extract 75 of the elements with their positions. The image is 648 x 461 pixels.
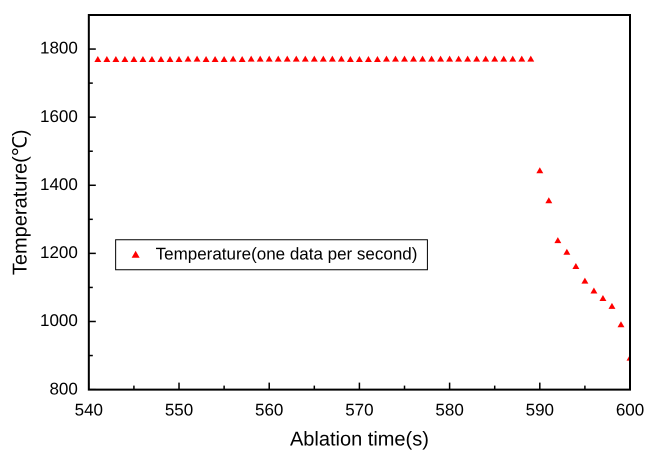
point [383, 56, 390, 62]
point [500, 56, 508, 62]
y-tick-label: 1000 [40, 311, 78, 330]
x-tick-label: 560 [255, 400, 284, 420]
point [618, 321, 624, 328]
legend-label: Temperature(one data per second) [156, 244, 418, 264]
point [509, 56, 516, 62]
x-tick-label: 600 [616, 400, 644, 420]
point [220, 56, 228, 62]
point [274, 56, 282, 62]
x-tick-label: 590 [526, 400, 554, 420]
point [94, 56, 102, 62]
x-tick-label: 550 [164, 400, 194, 420]
point [158, 56, 164, 62]
y-tick-label: 1800 [40, 38, 78, 58]
point [410, 56, 417, 62]
point [563, 248, 570, 255]
point [364, 56, 372, 62]
point [328, 56, 336, 62]
point [437, 56, 444, 62]
point [184, 56, 192, 62]
point [608, 302, 616, 309]
point [581, 278, 588, 284]
point [455, 56, 462, 62]
point [176, 56, 182, 62]
point [266, 56, 273, 62]
point [491, 56, 498, 62]
x-tick-label: 540 [74, 400, 104, 420]
x-axis-title: Ablation time(s) [290, 428, 429, 451]
point [202, 56, 210, 62]
point [302, 56, 309, 62]
point [473, 56, 480, 62]
x-tick-label: 570 [345, 400, 374, 420]
point [545, 197, 552, 204]
point [401, 56, 408, 62]
point [446, 56, 454, 62]
point [248, 56, 255, 62]
y-axis-title: Temperature(℃) [10, 129, 32, 276]
y-tick-label: 1400 [40, 174, 78, 194]
point [518, 56, 526, 62]
y-tick-label: 1200 [40, 243, 78, 262]
point [148, 56, 156, 62]
point [238, 56, 246, 62]
point [194, 56, 201, 62]
point [536, 167, 544, 174]
point [166, 56, 174, 62]
point [392, 56, 399, 62]
point [230, 56, 237, 62]
point [374, 56, 381, 62]
point [310, 56, 318, 62]
point [338, 56, 345, 62]
point [572, 263, 580, 270]
point [103, 56, 110, 62]
point [527, 56, 534, 62]
point [464, 56, 472, 62]
point [284, 56, 291, 62]
point [112, 56, 120, 62]
point [292, 56, 300, 62]
point [590, 288, 598, 294]
point [346, 56, 354, 62]
y-tick-label: 800 [49, 379, 78, 398]
point [256, 56, 264, 62]
point [599, 295, 606, 302]
point [554, 237, 562, 244]
point [212, 56, 219, 62]
point [130, 56, 138, 62]
point [419, 56, 426, 62]
point [320, 56, 327, 62]
point [482, 56, 490, 62]
x-tick-label: 580 [435, 400, 464, 420]
point [139, 56, 146, 62]
y-tick-label: 1600 [40, 106, 78, 126]
point [428, 56, 436, 62]
point [121, 56, 128, 62]
point [356, 56, 363, 62]
